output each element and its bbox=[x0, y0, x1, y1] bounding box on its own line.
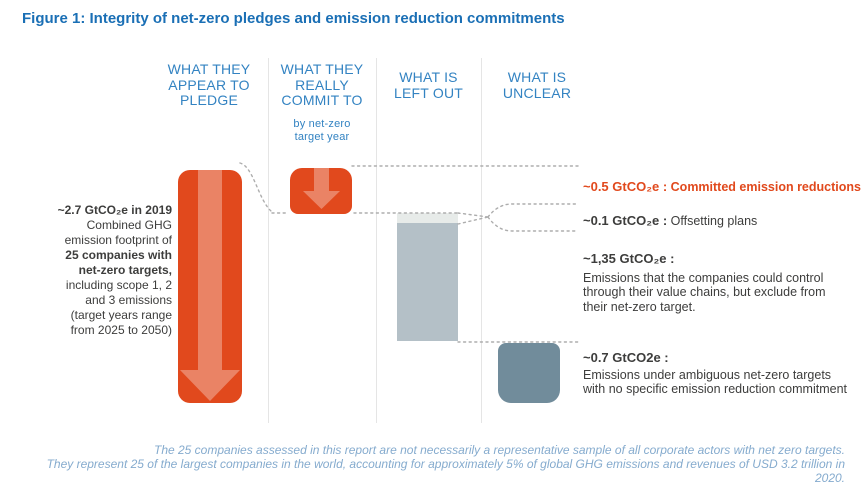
total-footprint-value: ~2.7 GtCO₂e in 2019 bbox=[57, 203, 172, 217]
annotation-body-line: with no specific emission reduction comm… bbox=[583, 382, 847, 396]
column-header-pledge: WHAT THEY APPEAR TO PLEDGE bbox=[150, 61, 268, 109]
column-header-line: PLEDGE bbox=[180, 92, 238, 108]
down-arrow-icon bbox=[180, 170, 240, 401]
column-divider bbox=[376, 58, 377, 423]
column-header-line: WHAT THEY bbox=[167, 61, 251, 77]
unclear-bar bbox=[498, 343, 560, 403]
note-line: Combined GHG bbox=[86, 218, 172, 232]
footnote-line: They represent 25 of the largest compani… bbox=[46, 457, 845, 485]
note-line: including scope 1, 2 bbox=[65, 278, 172, 292]
column-subheader-line: by net-zero bbox=[293, 117, 351, 130]
connector-offset-lower-out bbox=[487, 216, 579, 232]
column-header-line: WHAT IS bbox=[507, 69, 567, 85]
annotation-value: ~1,35 GtCO₂e : bbox=[583, 251, 675, 266]
left-out-bar bbox=[397, 223, 458, 341]
column-subheader: by net-zero target year bbox=[268, 118, 376, 144]
note-line: net-zero targets, bbox=[78, 263, 172, 277]
annotation-value: ~0.7 GtCO2e : bbox=[583, 350, 669, 365]
annotation-unclear: ~0.7 GtCO2e : Emissions under ambiguous … bbox=[583, 350, 847, 397]
note-line: from 2025 to 2050) bbox=[70, 323, 172, 337]
column-header-unclear: WHAT IS UNCLEAR bbox=[481, 69, 593, 101]
column-header-line: LEFT OUT bbox=[393, 84, 464, 101]
annotation-left-out: ~1,35 GtCO₂e : Emissions that the compan… bbox=[583, 251, 826, 314]
column-header-line: COMMIT TO bbox=[281, 92, 363, 108]
annotation-value: ~0.5 GtCO₂e : bbox=[583, 179, 668, 194]
annotation-body-line: their net-zero target. bbox=[583, 299, 696, 314]
pledge-bar bbox=[178, 170, 242, 403]
column-header-line: WHAT THEY bbox=[280, 61, 364, 77]
footnote-line: The 25 companies assessed in this report… bbox=[153, 443, 845, 457]
connector-offset-upper-in bbox=[457, 212, 489, 218]
column-subheader-line: target year bbox=[294, 130, 350, 143]
column-header-line: REALLY bbox=[295, 76, 349, 93]
column-header-left-out: WHAT IS LEFT OUT bbox=[376, 69, 481, 101]
column-divider bbox=[481, 58, 482, 423]
connector-offset-lower-in bbox=[457, 216, 489, 225]
column-header-line: APPEAR TO bbox=[168, 76, 250, 93]
note-line: (target years range bbox=[70, 308, 172, 322]
annotation-body-line: through their value chains, but exclude … bbox=[583, 285, 826, 299]
figure-title: Figure 1: Integrity of net-zero pledges … bbox=[22, 10, 565, 27]
column-header-line: UNCLEAR bbox=[502, 84, 572, 101]
annotation-committed: ~0.5 GtCO₂e : Committed emission reducti… bbox=[583, 179, 861, 195]
figure-footnote: The 25 companies assessed in this report… bbox=[35, 443, 845, 485]
note-line: 25 companies with bbox=[65, 248, 172, 262]
annotation-label: Offsetting plans bbox=[670, 214, 758, 228]
annotation-body-line: Emissions under ambiguous net-zero targe… bbox=[583, 367, 832, 382]
column-header-commit: WHAT THEY REALLY COMMIT TO by net-zero t… bbox=[268, 61, 376, 144]
connector-offset-upper-out bbox=[487, 203, 579, 218]
annotation-body-line: Emissions that the companies could contr… bbox=[583, 270, 824, 285]
note-line: and 3 emissions bbox=[85, 293, 172, 307]
column-header-line: WHAT IS bbox=[399, 69, 458, 85]
offsetting-bar bbox=[397, 213, 458, 223]
annotation-value: ~0.1 GtCO₂e : bbox=[583, 213, 668, 228]
annotation-offsetting: ~0.1 GtCO₂e : Offsetting plans bbox=[583, 213, 758, 229]
total-footprint-note: ~2.7 GtCO₂e in 2019 Combined GHG emissio… bbox=[18, 203, 172, 338]
note-line: emission footprint of bbox=[64, 233, 172, 247]
annotation-label: Committed emission reductions bbox=[670, 180, 861, 194]
commit-bar bbox=[290, 168, 352, 214]
down-arrow-icon bbox=[303, 168, 340, 209]
column-divider bbox=[268, 58, 269, 423]
